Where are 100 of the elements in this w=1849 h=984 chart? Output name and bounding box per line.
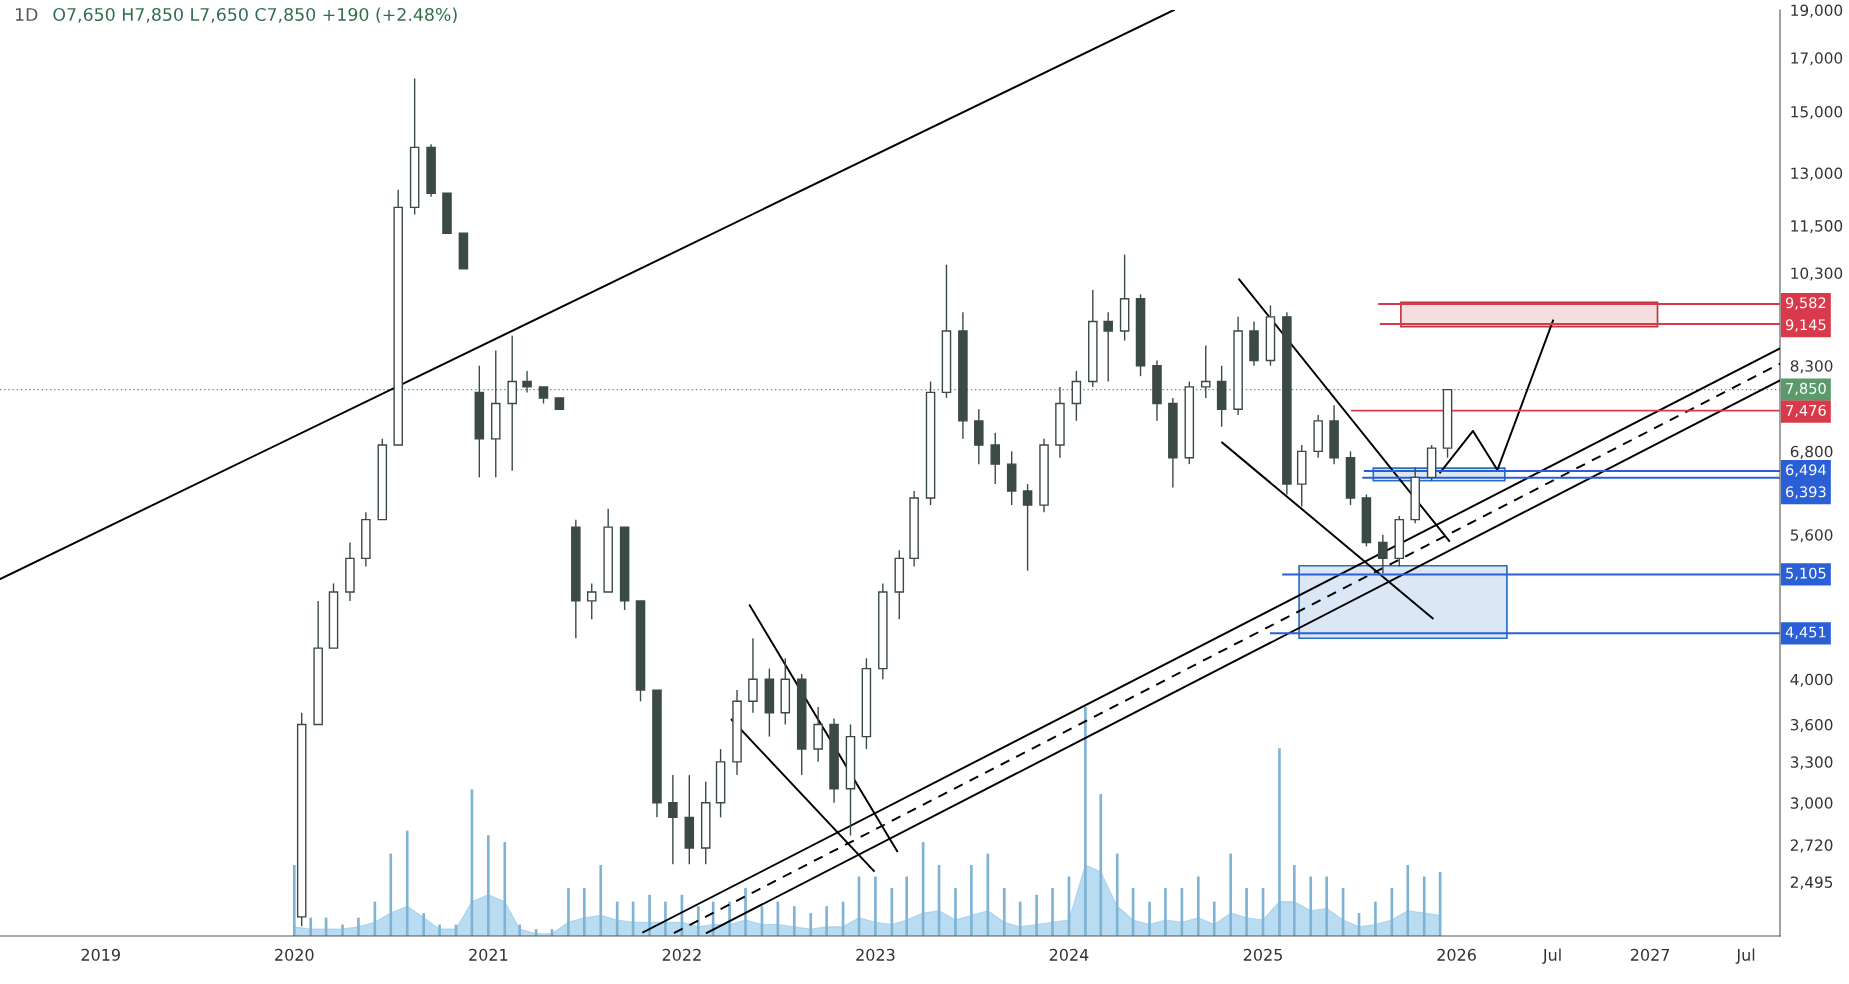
x-tick-label: 2020 <box>275 948 314 961</box>
candlestick <box>1249 320 1259 367</box>
bar <box>970 865 973 936</box>
bar <box>1115 853 1119 936</box>
candlestick <box>361 511 371 568</box>
chart-title: 1D <box>15 8 38 21</box>
bar <box>357 917 360 936</box>
bar <box>1164 887 1167 936</box>
x-tick-label: 2026 <box>1437 948 1476 961</box>
bar <box>905 876 909 936</box>
candlestick <box>571 518 581 639</box>
bar <box>825 906 828 936</box>
bar <box>1099 794 1103 936</box>
candlestick <box>1088 289 1098 388</box>
bar <box>599 865 603 936</box>
x-tick-label: 2019 <box>81 948 120 961</box>
line-series <box>1439 319 1555 474</box>
y-tick-label: 15,000 <box>1791 106 1843 120</box>
bar <box>567 887 570 936</box>
bar <box>728 901 731 936</box>
y-tick-label: 3,600 <box>1790 718 1833 733</box>
bar <box>518 924 521 936</box>
bar <box>1212 901 1216 936</box>
bar <box>664 901 667 936</box>
bar <box>309 917 313 936</box>
x-tick-label: 2025 <box>1243 948 1282 961</box>
bar <box>422 913 425 936</box>
bar <box>744 887 747 936</box>
bar <box>1197 876 1200 936</box>
candlestick <box>748 637 758 714</box>
candlestick <box>1103 311 1113 383</box>
chart-subtitle: O7,650 H7,850 L7,650 C7,850 +190 (+2.48%) <box>53 7 457 24</box>
bar <box>341 924 344 936</box>
bar <box>615 901 619 936</box>
candlestick <box>1039 438 1049 513</box>
candlestick <box>668 774 678 865</box>
y-tick-label: 11,500 <box>1791 220 1843 234</box>
candlestick <box>909 490 919 568</box>
x-tick-label: Jul <box>1542 948 1561 964</box>
data-label: 6,393 <box>1786 486 1826 499</box>
bar <box>503 842 507 936</box>
x-tick-label: 2023 <box>856 948 895 961</box>
y-tick-label: 3,300 <box>1790 756 1833 770</box>
candlestick <box>813 706 823 763</box>
bar <box>1278 748 1281 936</box>
y-tick-label: 17,000 <box>1791 52 1843 66</box>
bar <box>1422 876 1426 936</box>
bar <box>874 876 877 936</box>
bar <box>1325 876 1328 936</box>
candlestick <box>974 408 984 465</box>
y-tick-label: 13,000 <box>1791 167 1843 181</box>
data-label: 9,145 <box>1785 319 1826 332</box>
bar <box>648 894 651 936</box>
bar <box>438 924 441 936</box>
bar <box>1035 894 1038 936</box>
x-tick-label: Jul <box>1735 948 1755 964</box>
data-label: 5,105 <box>1786 567 1826 581</box>
bar <box>487 835 490 936</box>
data-label: 6,494 <box>1786 464 1826 477</box>
bar <box>582 887 586 936</box>
candlestick <box>1168 397 1178 489</box>
y-tick-label: 8,300 <box>1790 360 1833 374</box>
bar <box>292 865 296 936</box>
candlestick <box>829 717 839 804</box>
data-label: 4,451 <box>1785 626 1826 640</box>
candlestick <box>1152 359 1162 422</box>
candlestick <box>878 582 888 680</box>
candlestick <box>474 365 485 479</box>
y-tick-label: 4,000 <box>1790 673 1833 687</box>
x-tick-label: 2022 <box>662 948 701 961</box>
bar <box>1374 901 1377 936</box>
candlestick <box>732 689 742 776</box>
candlestick <box>345 541 355 602</box>
bar <box>1148 901 1151 936</box>
data-label: 7,476 <box>1786 404 1826 418</box>
candlestick <box>1055 386 1065 459</box>
bar <box>1292 865 1296 936</box>
bar <box>1084 707 1087 936</box>
x-tick-label: 2021 <box>469 948 508 961</box>
candlestick <box>1282 311 1292 496</box>
y-tick-label: 2,720 <box>1790 839 1833 853</box>
candlestick <box>1233 316 1243 416</box>
x-tick-label: 2024 <box>1049 948 1089 961</box>
bar <box>1051 887 1054 936</box>
bar <box>1406 865 1410 936</box>
bar <box>696 906 700 936</box>
bar <box>1309 876 1313 936</box>
data-label: 9,582 <box>1785 297 1826 310</box>
y-tick-label: 2,495 <box>1790 876 1833 890</box>
y-tick-label: 3,000 <box>1790 797 1833 811</box>
candlestick <box>1378 534 1388 574</box>
bar <box>1002 887 1006 936</box>
candlestick <box>490 349 501 479</box>
x-tick-label: 2027 <box>1630 948 1670 961</box>
bar <box>1245 887 1248 936</box>
candlestick <box>522 370 532 394</box>
y-tick-label: 10,300 <box>1791 267 1843 281</box>
y-tick-label: 19,000 <box>1791 4 1843 18</box>
bar <box>809 913 813 936</box>
bar <box>1229 853 1232 936</box>
